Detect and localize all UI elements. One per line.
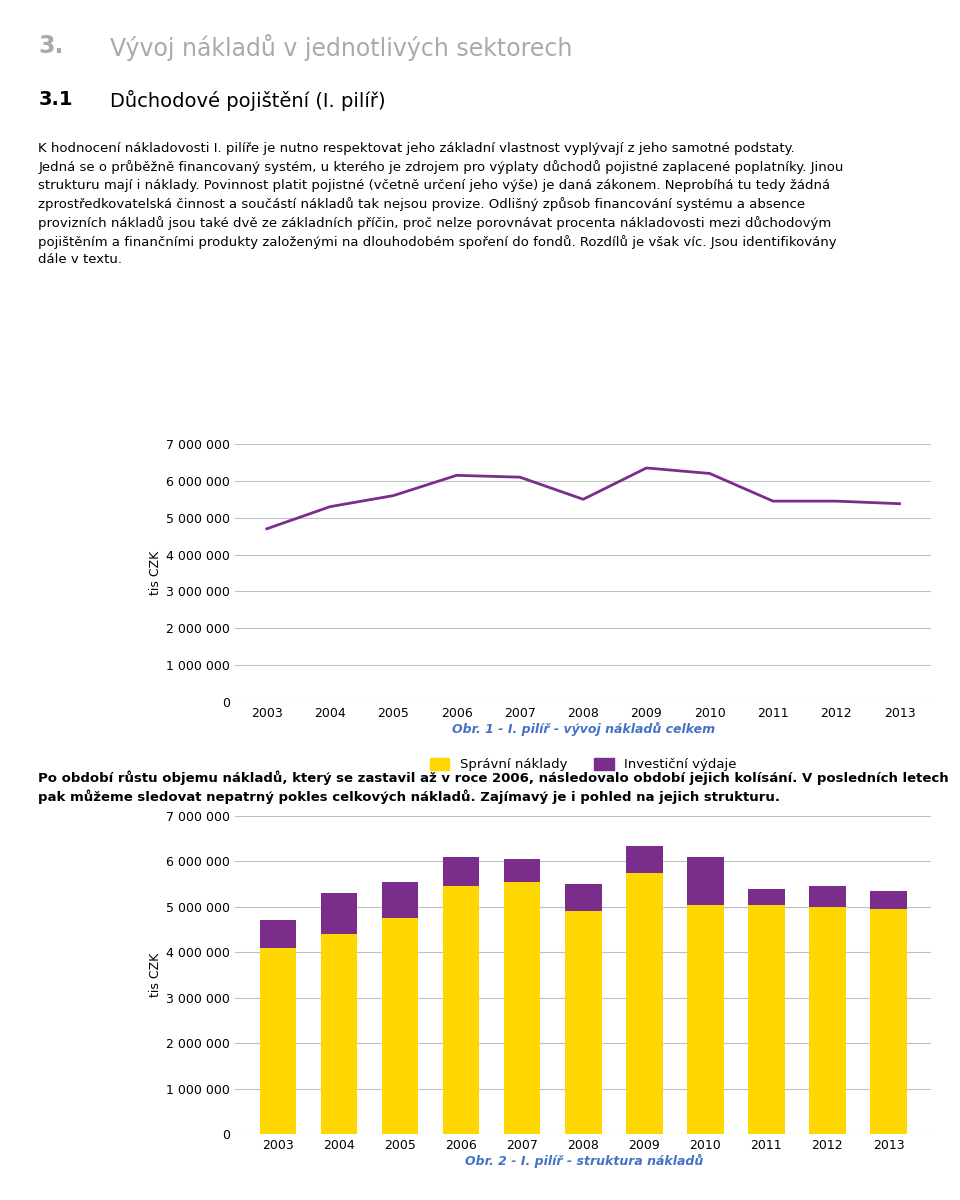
Bar — [259, 948, 297, 1134]
Bar — [443, 857, 479, 887]
Text: Po období růstu objemu nákladů, který se zastavil až v roce 2006, následovalo ob: Po období růstu objemu nákladů, který se… — [38, 770, 949, 785]
Text: K hodnocení nákladovosti I. pilíře je nutno respektovat jeho základní vlastnost : K hodnocení nákladovosti I. pilíře je nu… — [38, 142, 795, 155]
Text: dále v textu.: dále v textu. — [38, 253, 123, 266]
Text: Jedná se o průběžně financovaný systém, u kterého je zdrojem pro výplaty důchodů: Jedná se o průběžně financovaný systém, … — [38, 160, 844, 174]
Bar — [687, 857, 724, 905]
Bar — [321, 893, 357, 934]
Bar — [564, 912, 602, 1134]
Text: pojištěním a finančními produkty založenými na dlouhodobém spoření do fondů. Roz: pojištěním a finančními produkty založen… — [38, 235, 837, 248]
Text: zprostředkovatelská činnost a součástí nákladů tak nejsou provize. Odlišný způso: zprostředkovatelská činnost a součástí n… — [38, 197, 805, 211]
Text: strukturu mají i náklady. Povinnost platit pojistné (včetně určení jeho výše) je: strukturu mají i náklady. Povinnost plat… — [38, 179, 830, 192]
Bar — [382, 918, 419, 1134]
Bar — [626, 846, 662, 872]
Bar — [504, 859, 540, 882]
Bar — [748, 889, 784, 905]
Text: Vývoj nákladů v jednotlivých sektorech: Vývoj nákladů v jednotlivých sektorech — [110, 34, 573, 60]
Y-axis label: tis CZK: tis CZK — [149, 953, 162, 997]
Bar — [870, 892, 907, 910]
Bar — [504, 882, 540, 1134]
Text: Obr. 1 - I. pilíř - vývoj nákladů celkem: Obr. 1 - I. pilíř - vývoj nákladů celkem — [452, 722, 715, 737]
Bar — [443, 887, 479, 1134]
Bar — [382, 882, 419, 918]
Bar — [809, 887, 846, 907]
Bar — [870, 910, 907, 1134]
Bar — [626, 872, 662, 1134]
Bar — [259, 920, 297, 948]
Y-axis label: tis CZK: tis CZK — [149, 551, 162, 595]
Text: pak můžeme sledovat nepatrný pokles celkových nákladů. Zajímavý je i pohled na j: pak můžeme sledovat nepatrný pokles celk… — [38, 790, 780, 804]
Bar — [564, 884, 602, 912]
Text: Důchodové pojištění (I. pilíř): Důchodové pojištění (I. pilíř) — [110, 90, 386, 110]
Legend: Správní náklady, Investiční výdaje: Správní náklady, Investiční výdaje — [424, 752, 742, 776]
Text: 3.1: 3.1 — [38, 90, 73, 109]
Bar — [687, 905, 724, 1134]
Text: 3.: 3. — [38, 34, 63, 58]
Text: Obr. 2 - I. pilíř - struktura nákladů: Obr. 2 - I. pilíř - struktura nákladů — [465, 1154, 703, 1169]
Text: provizních nákladů jsou také dvě ze základních příčin, proč nelze porovnávat pro: provizních nákladů jsou také dvě ze zákl… — [38, 216, 831, 230]
Bar — [809, 907, 846, 1134]
Bar — [321, 934, 357, 1134]
Bar — [748, 905, 784, 1134]
